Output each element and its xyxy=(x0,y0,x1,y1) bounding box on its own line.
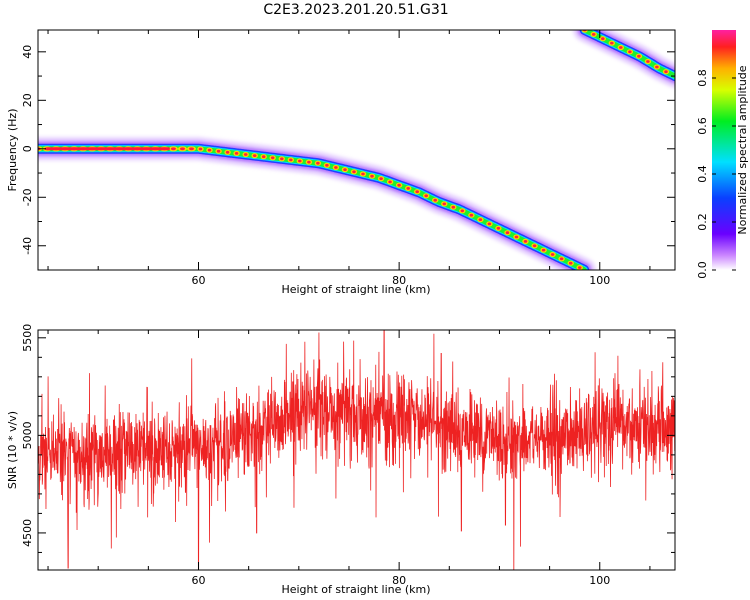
spectrogram-ticks: 60 80 100 -40 -20 0 20 40 xyxy=(21,30,675,287)
spectrogram-x-tick-label: 60 xyxy=(192,274,206,287)
spectrogram-y-tick-label: -20 xyxy=(21,188,34,206)
alias-ridge-core xyxy=(664,70,668,74)
main-ridge-core xyxy=(180,147,185,151)
colorbar-tick-label: 0.2 xyxy=(696,213,709,231)
main-ridge-core xyxy=(261,155,266,159)
spectrogram-x-tick-label: 100 xyxy=(589,274,610,287)
alias-ridge-core xyxy=(655,65,659,69)
main-ridge-core xyxy=(532,244,537,248)
alias-ridge-core xyxy=(601,37,605,41)
main-ridge-core xyxy=(252,154,257,158)
snr-ticks: 60 80 100 4500 5000 5500 xyxy=(21,324,675,587)
main-ridge-core xyxy=(577,266,582,269)
spectrogram-y-tick-label: -40 xyxy=(21,237,34,255)
main-ridge-core xyxy=(198,147,203,151)
main-ridge-core xyxy=(325,163,329,167)
snr-panel: 60 80 100 4500 5000 5500 Height of straight l… xyxy=(6,324,676,596)
alias-ridge-core xyxy=(591,33,596,36)
main-ridge-core xyxy=(442,202,447,206)
snr-x-tick-label: 60 xyxy=(192,574,206,587)
colorbar-ticks: 0.0 0.2 0.4 0.6 0.8 xyxy=(696,69,736,279)
alias-ridge-core xyxy=(628,50,632,54)
main-ridge-core xyxy=(460,209,465,213)
main-ridge-core xyxy=(189,147,194,151)
main-ridge-core xyxy=(234,152,239,155)
spectrogram-y-tick-label: 40 xyxy=(21,45,34,59)
snr-frame xyxy=(37,329,676,571)
snr-y-tick-label: 5500 xyxy=(21,324,34,352)
main-ridge-core xyxy=(289,158,293,162)
spectrogram-x-axis-label: Height of straight line (km) xyxy=(281,283,430,296)
main-ridge-core xyxy=(370,174,374,178)
snr-x-tick-label: 100 xyxy=(589,574,610,587)
alias-ridge-core xyxy=(610,41,614,45)
snr-series-line xyxy=(38,330,675,570)
main-ridge-core xyxy=(334,166,338,169)
main-ridge-core xyxy=(541,248,546,252)
main-ridge-core xyxy=(505,231,510,235)
colorbar-gradient xyxy=(712,30,736,270)
main-ridge-core xyxy=(478,218,483,222)
main-ridge-core xyxy=(559,257,564,261)
main-ridge-core xyxy=(451,205,456,209)
main-ridge-core xyxy=(298,159,302,163)
spectrogram-y-tick-label: 0 xyxy=(21,145,34,152)
main-ridge-core xyxy=(523,240,528,243)
snr-y-axis-label: SNR (10 * v/v) xyxy=(6,411,19,489)
main-ridge-core xyxy=(406,187,410,190)
colorbar-tick-label: 0.0 xyxy=(696,261,709,279)
main-ridge-core xyxy=(280,157,284,161)
colorbar-tick-label: 0.8 xyxy=(696,69,709,87)
figure-title: C2E3.2023.201.20.51.G31 xyxy=(263,2,448,18)
snr-x-axis-label: Height of straight line (km) xyxy=(281,583,430,596)
main-ridge-core xyxy=(487,222,492,226)
main-ridge-core xyxy=(469,213,474,217)
main-ridge-core xyxy=(270,156,275,160)
spectrogram-panel: 60 80 100 -40 -20 0 20 40 Height of straight li… xyxy=(6,29,676,296)
main-ridge-core xyxy=(307,160,311,164)
colorbar-label: Normalized spectral amplitude xyxy=(736,65,749,234)
main-ridge-core xyxy=(568,261,573,265)
spectrogram-x-tick-label: 80 xyxy=(392,274,406,287)
spectrogram-frame xyxy=(37,29,676,271)
snr-y-tick-label: 5000 xyxy=(21,421,34,449)
snr-x-tick-label: 80 xyxy=(392,574,406,587)
main-ridge-core xyxy=(379,177,383,181)
main-ridge-core xyxy=(343,168,347,172)
main-ridge-core xyxy=(170,147,176,151)
colorbar-tick-label: 0.4 xyxy=(696,165,709,183)
main-ridge-core xyxy=(352,170,356,174)
snr-y-tick-label: 4500 xyxy=(21,519,34,547)
alias-ridge-core xyxy=(646,60,650,63)
main-ridge-core xyxy=(207,148,212,152)
spectrogram-y-tick-label: 20 xyxy=(21,93,34,107)
colorbar: 0.0 0.2 0.4 0.6 0.8 Normalized spectral ampl… xyxy=(696,30,749,279)
main-ridge-core xyxy=(216,149,221,153)
main-ridge-core xyxy=(361,172,365,176)
main-ridge-core xyxy=(388,180,392,184)
main-ridge-core xyxy=(496,226,501,230)
main-ridge-core xyxy=(514,235,519,239)
main-ridge-core xyxy=(225,150,230,154)
spectrogram-y-axis-label: Frequency (Hz) xyxy=(6,109,19,192)
alias-ridge-core xyxy=(637,54,641,58)
main-ridge-core xyxy=(316,161,320,165)
main-ridge-core xyxy=(415,190,419,194)
main-ridge-core xyxy=(433,198,437,202)
snr-series-group xyxy=(38,330,675,570)
colorbar-tick-label: 0.6 xyxy=(696,117,709,135)
main-ridge-core xyxy=(397,183,401,187)
main-ridge-core xyxy=(550,253,555,256)
main-ridge-core xyxy=(424,194,428,198)
main-ridge-core xyxy=(243,153,248,156)
alias-ridge-core xyxy=(619,46,623,49)
